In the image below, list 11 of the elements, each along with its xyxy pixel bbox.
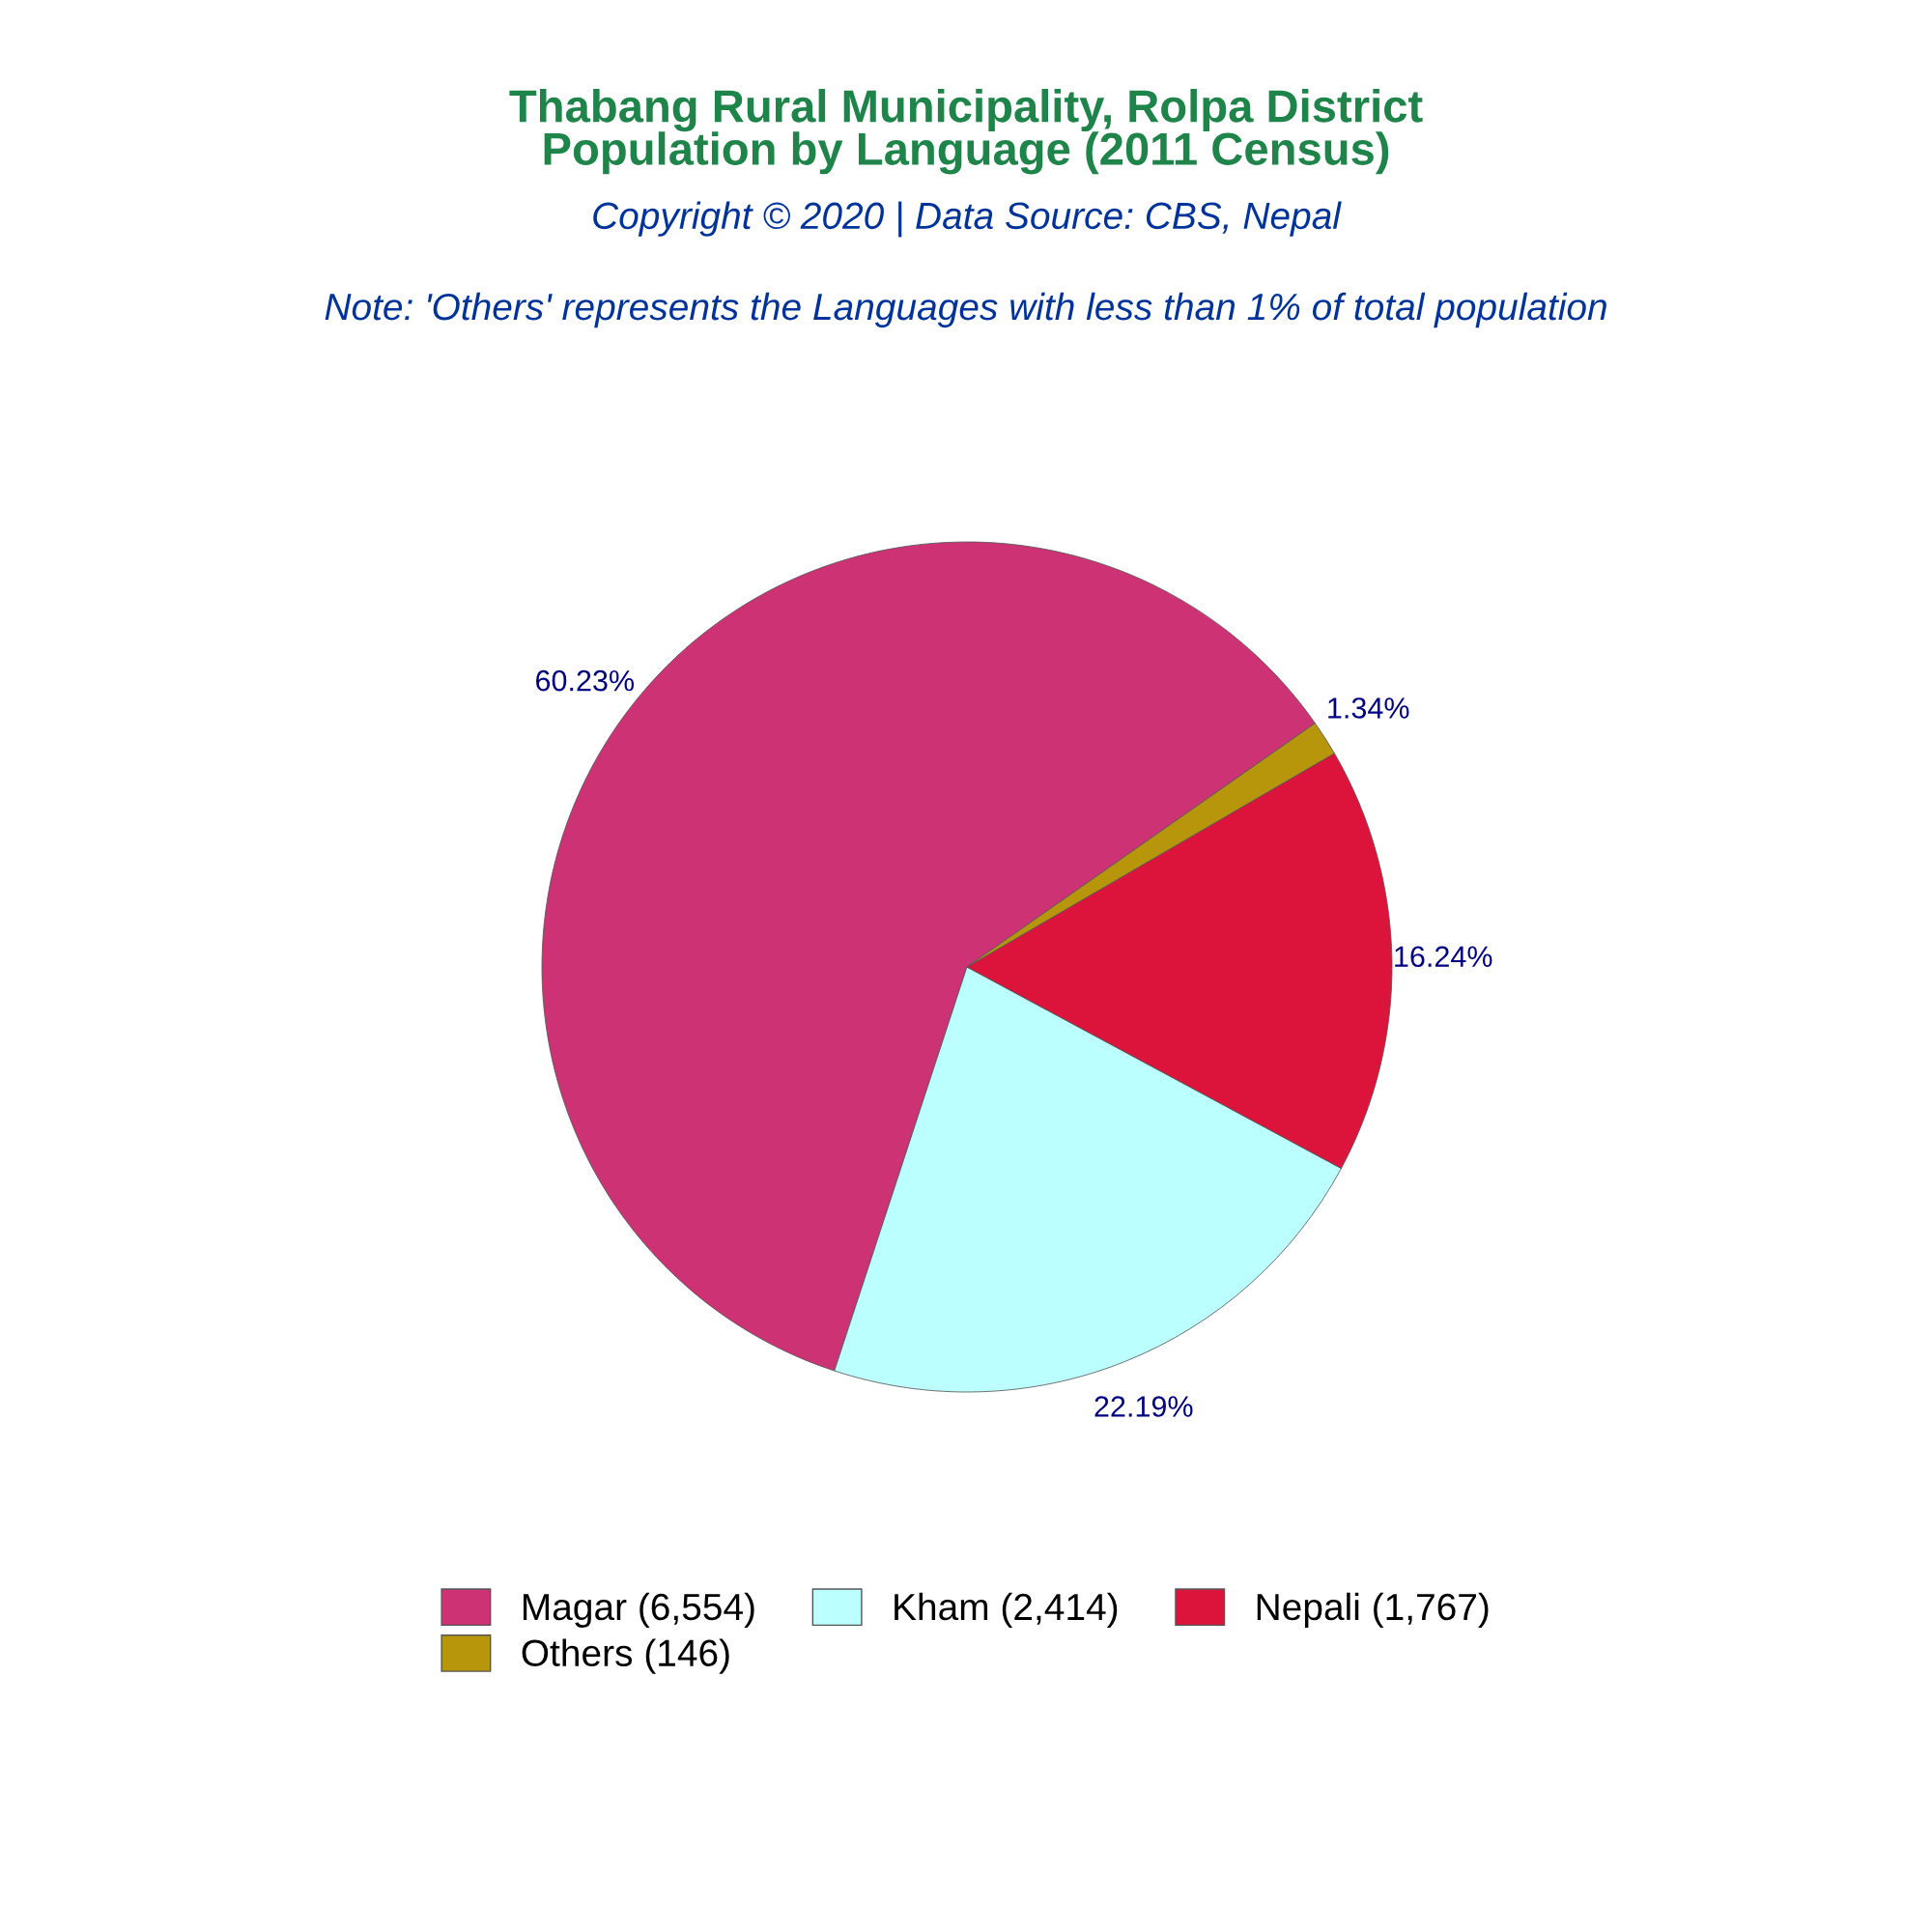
chart-title: Thabang Rural Municipality, Rolpa District Population by Language (2011 Census): [509, 89, 1423, 175]
legend-label: Kham (2,414): [895, 1592, 1118, 1628]
text: Note: 'Others' represents the Languages with less than 1% of total population: [325, 292, 1606, 328]
data-label: 16.24%: [1395, 946, 1492, 968]
data-label: 60.23%: [536, 669, 635, 692]
chart-subtitle: Copyright © 2020 | Data Source: CBS, Nepal: [593, 201, 1342, 238]
data-label: 22.19%: [1094, 1396, 1193, 1417]
data-label: 1.34%: [1328, 697, 1409, 719]
legend-label: Magar (6,554): [523, 1592, 754, 1628]
legend-label: Nepali (1,767): [1257, 1592, 1489, 1628]
legend-label: Others (146): [522, 1638, 729, 1674]
